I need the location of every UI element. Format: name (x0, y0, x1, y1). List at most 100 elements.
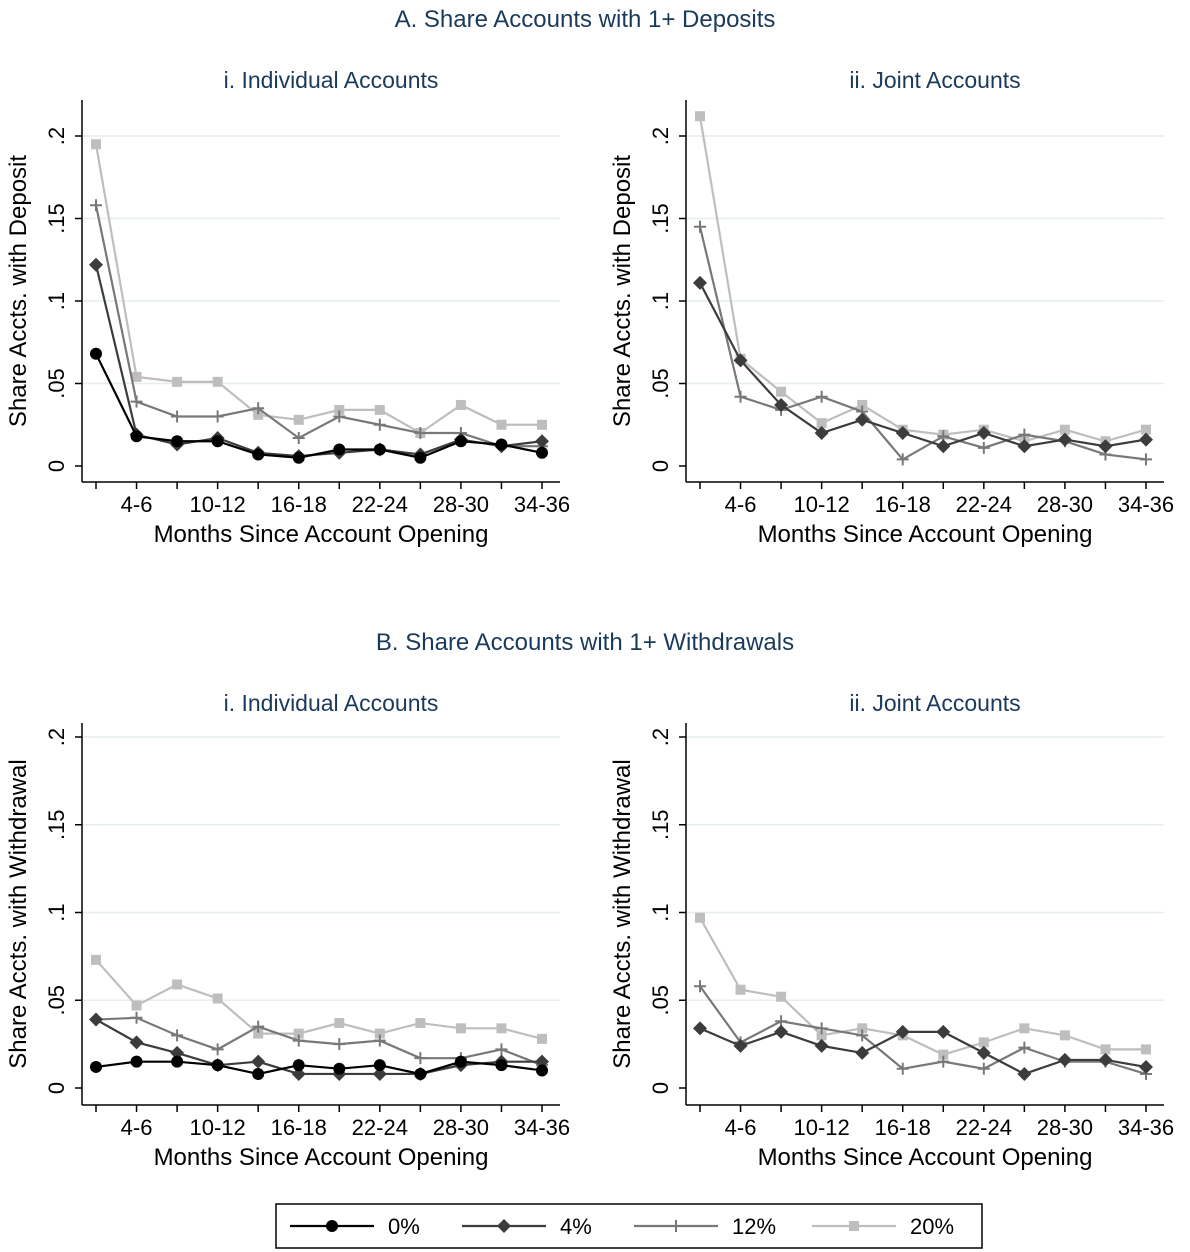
y-tick-label: .1 (648, 292, 673, 310)
y-tick-label: 0 (648, 1082, 673, 1094)
data-point (373, 443, 386, 456)
y-tick-label: .05 (44, 985, 69, 1016)
series-4pct (693, 1021, 1153, 1081)
x-tick-label: 34-36 (514, 1115, 570, 1140)
data-point (814, 1038, 829, 1053)
data-point (693, 275, 707, 290)
data-point (496, 1023, 507, 1034)
legend-marker (670, 1220, 682, 1232)
series-20pct (91, 954, 547, 1044)
data-point (495, 1059, 508, 1072)
series-line (698, 226, 1147, 461)
x-axis-title: Months Since Account Opening (154, 521, 489, 548)
data-point (89, 1012, 103, 1027)
data-point (253, 409, 264, 420)
data-point (976, 426, 991, 440)
x-tick-label: 4-6 (725, 492, 757, 517)
series-20pct (695, 111, 1151, 447)
y-tick-label: .1 (44, 903, 69, 921)
data-point (171, 1055, 184, 1068)
y-axis-title: Share Accts. with Deposit (609, 155, 636, 427)
data-point (938, 1049, 949, 1060)
series-4pct (693, 275, 1153, 454)
legend-label: 4% (560, 1214, 592, 1239)
data-point (130, 395, 143, 408)
data-point (734, 390, 747, 403)
data-point (131, 1000, 142, 1011)
x-tick-label: 10-12 (189, 1115, 245, 1140)
data-point (1100, 1044, 1111, 1055)
data-point (455, 399, 466, 410)
legend-entry-0pct: 0% (290, 1214, 420, 1239)
data-point (252, 1020, 265, 1033)
data-point (1017, 439, 1032, 454)
data-point (374, 404, 385, 415)
data-point (535, 434, 549, 449)
data-point (374, 1028, 385, 1039)
data-point (774, 1024, 789, 1039)
x-tick-label: 22-24 (956, 1115, 1012, 1140)
data-point (333, 410, 346, 423)
data-point (895, 1024, 910, 1039)
x-tick-label: 34-36 (514, 492, 570, 517)
x-tick-label: 28-30 (1037, 1115, 1093, 1140)
y-tick-label: .1 (44, 292, 69, 310)
data-point (172, 979, 183, 990)
data-point (695, 111, 705, 122)
chart-b-joint: ii. Joint Accounts 0 .05 .1 .15 .2 4-6 10-12 16-… (609, 690, 1174, 1171)
y-tick-label: .2 (648, 728, 673, 746)
y-axis-title: Share Accts. with Deposit (5, 155, 32, 427)
legend-marker (849, 1221, 859, 1231)
grid (686, 135, 1164, 385)
y-tick-label: .2 (44, 728, 69, 746)
data-point (816, 418, 827, 429)
data-point (936, 439, 951, 454)
data-point (855, 412, 870, 427)
x-tick-label: 22-24 (352, 1115, 408, 1140)
data-point (1018, 428, 1031, 441)
data-point (373, 1059, 386, 1072)
x-tick-label: 28-30 (433, 1115, 489, 1140)
data-point (293, 1028, 304, 1039)
data-point (373, 418, 386, 431)
x-tick-label: 34-36 (1118, 492, 1174, 517)
data-point (455, 1023, 466, 1034)
data-point (212, 376, 223, 387)
data-point (171, 435, 184, 448)
x-tick-label: 4-6 (121, 1115, 153, 1140)
series-12pct (694, 220, 1152, 466)
data-point (733, 353, 748, 368)
data-point (252, 448, 265, 461)
series-12pct (694, 980, 1152, 1080)
data-point (293, 414, 304, 425)
series-line (95, 1016, 543, 1067)
x-axis-title: Months Since Account Opening (154, 1144, 489, 1171)
legend-entry-12pct: 12% (634, 1214, 776, 1239)
data-point (1057, 1052, 1072, 1067)
data-point (536, 446, 548, 459)
chart-a-individual: i. Individual Accounts 0 .05 .1 .15 .2 4-6 10-1… (5, 67, 570, 548)
panel-b-title: B. Share Accounts with 1+ Withdrawals (376, 629, 794, 656)
data-point (857, 1023, 868, 1034)
data-point (694, 220, 706, 233)
legend-entry-20pct: 20% (812, 1214, 954, 1239)
data-point (1140, 453, 1152, 466)
data-point (1059, 1030, 1070, 1041)
data-point (1139, 432, 1153, 447)
data-point (1018, 1041, 1031, 1054)
data-point (252, 1067, 265, 1080)
chart-title: i. Individual Accounts (224, 67, 439, 93)
data-point (333, 443, 346, 456)
data-point (815, 390, 828, 403)
series-line (95, 959, 543, 1040)
series-4pct (89, 257, 549, 464)
data-point (937, 1055, 950, 1068)
data-point (171, 410, 184, 423)
data-point (535, 1054, 549, 1069)
data-point (1141, 424, 1151, 435)
data-point (454, 1055, 467, 1068)
data-point (814, 426, 829, 440)
data-point (415, 1018, 426, 1029)
x-axis-title: Months Since Account Opening (758, 1144, 1093, 1171)
legend-label: 0% (388, 1214, 420, 1239)
